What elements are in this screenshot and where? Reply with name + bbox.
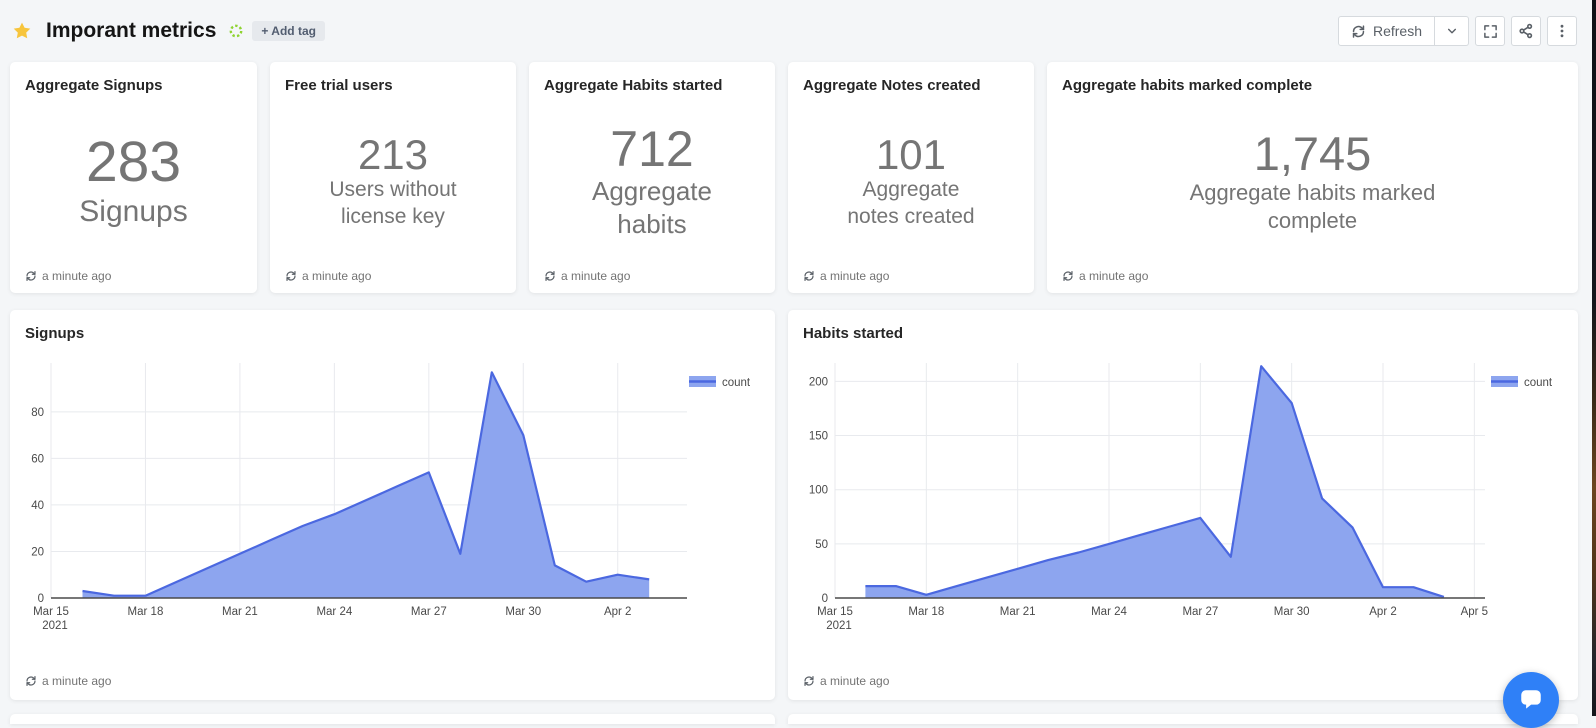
widget-refreshed-status: a minute ago <box>25 269 242 283</box>
svg-text:80: 80 <box>31 407 44 419</box>
chat-launcher-button[interactable] <box>1503 672 1559 728</box>
svg-text:60: 60 <box>31 453 44 465</box>
counter-card-aggregate-signups: Aggregate Signups 283 Signups a minute a… <box>10 62 257 293</box>
svg-text:Apr 2: Apr 2 <box>1369 606 1397 618</box>
counter-value: 1,745 <box>1253 127 1372 181</box>
svg-text:Apr 2: Apr 2 <box>604 606 632 618</box>
counter-card-free-trial-users: Free trial users 213 Users without licen… <box>270 62 516 293</box>
dashboard-header: Imporant metrics + Add tag Refresh <box>0 0 1596 62</box>
chat-bubble-icon <box>1518 687 1544 713</box>
widget-refreshed-status: a minute ago <box>803 674 1563 688</box>
svg-text:Mar 18: Mar 18 <box>908 606 944 618</box>
share-icon <box>1518 23 1534 39</box>
svg-text:40: 40 <box>31 500 44 512</box>
svg-text:Mar 27: Mar 27 <box>411 606 447 618</box>
widget-refreshed-status: a minute ago <box>803 269 1019 283</box>
counter-value: 283 <box>85 130 182 195</box>
signups-area-chart: 0 20 40 60 80 Mar 15 2021 Mar 18 Mar 21 Mar 24 Mar… <box>31 363 751 632</box>
svg-text:Mar 30: Mar 30 <box>1274 606 1310 618</box>
svg-text:Mar 27: Mar 27 <box>1182 606 1218 618</box>
widget-title: Aggregate habits marked complete <box>1062 77 1313 94</box>
refresh-icon <box>1351 24 1366 39</box>
counter-value: 712 <box>610 120 694 177</box>
counter-value: 101 <box>875 131 947 179</box>
counter-card-habits-marked-complete: Aggregate habits marked complete 1,745 A… <box>1047 62 1578 293</box>
widget-refreshed-status: a minute ago <box>285 269 501 283</box>
add-tag-button[interactable]: + Add tag <box>252 21 325 41</box>
svg-text:Mar 21: Mar 21 <box>1000 606 1036 618</box>
refreshed-time: a minute ago <box>42 269 112 283</box>
widget-title: Aggregate Notes created <box>803 77 981 94</box>
refresh-icon <box>1062 270 1074 282</box>
chevron-down-icon <box>1445 24 1459 38</box>
svg-text:Mar 24: Mar 24 <box>316 606 352 618</box>
counter-name: Aggregate habits <box>592 176 712 240</box>
chart-card-habits-started: Habits started 0 50 100 150 200 Mar 15 2021 Mar… <box>788 310 1578 700</box>
counter-name: Users without license key <box>329 178 457 229</box>
screen-edge-background <box>1592 0 1596 716</box>
refreshed-time: a minute ago <box>561 269 631 283</box>
svg-text:count: count <box>722 377 751 389</box>
widget-title: Free trial users <box>285 77 393 94</box>
refresh-icon <box>803 270 815 282</box>
widget-title: Habits started <box>803 325 904 342</box>
chart-card-signups: Signups 0 20 40 60 80 Mar 15 2021 Mar 18 Mar 21 M… <box>10 310 775 700</box>
fullscreen-button[interactable] <box>1475 16 1505 46</box>
svg-text:2021: 2021 <box>42 620 68 632</box>
svg-text:Mar 21: Mar 21 <box>222 606 258 618</box>
widget-title: Signups <box>25 325 85 342</box>
refreshed-time: a minute ago <box>1079 269 1149 283</box>
refreshed-time: a minute ago <box>820 269 890 283</box>
svg-text:Mar 30: Mar 30 <box>505 606 541 618</box>
svg-text:Mar 24: Mar 24 <box>1091 606 1127 618</box>
refresh-icon <box>803 675 815 687</box>
counter-name: Aggregate notes created <box>847 178 975 229</box>
svg-text:Apr 5: Apr 5 <box>1461 606 1489 618</box>
refresh-split-button: Refresh <box>1337 16 1469 46</box>
more-menu-button[interactable] <box>1547 16 1577 46</box>
widget-title: Aggregate Habits started <box>544 77 723 94</box>
svg-text:2021: 2021 <box>826 620 852 632</box>
refresh-spinner-icon <box>228 23 244 39</box>
kebab-menu-icon <box>1554 23 1570 39</box>
refresh-icon <box>25 675 37 687</box>
svg-text:20: 20 <box>31 546 44 558</box>
charts-row: Signups 0 20 40 60 80 Mar 15 2021 Mar 18 Mar 21 M… <box>10 310 1578 700</box>
widget-title: Aggregate Signups <box>25 77 163 94</box>
svg-text:Mar 18: Mar 18 <box>128 606 164 618</box>
svg-text:0: 0 <box>38 593 44 605</box>
share-button[interactable] <box>1511 16 1541 46</box>
refresh-button[interactable]: Refresh <box>1337 16 1435 46</box>
page-title: Imporant metrics <box>46 19 217 42</box>
widget-refreshed-status: a minute ago <box>544 269 760 283</box>
svg-text:100: 100 <box>809 485 828 497</box>
svg-text:Mar 15: Mar 15 <box>817 606 853 618</box>
counter-name: Aggregate habits marked complete <box>1189 179 1436 233</box>
svg-text:150: 150 <box>809 431 828 443</box>
svg-text:50: 50 <box>815 539 828 551</box>
counter-card-notes-created: Aggregate Notes created 101 Aggregate no… <box>788 62 1034 293</box>
widget-refreshed-status: a minute ago <box>1062 269 1563 283</box>
svg-text:count: count <box>1524 377 1553 389</box>
counter-card-habits-started: Aggregate Habits started 712 Aggregate h… <box>529 62 775 293</box>
refresh-icon <box>544 270 556 282</box>
refresh-icon <box>285 270 297 282</box>
counter-name: Signups <box>79 194 188 228</box>
svg-text:0: 0 <box>822 593 828 605</box>
svg-text:200: 200 <box>809 376 828 388</box>
refreshed-time: a minute ago <box>302 269 372 283</box>
widget-refreshed-status: a minute ago <box>25 674 760 688</box>
fullscreen-icon <box>1483 24 1498 39</box>
refresh-label: Refresh <box>1372 23 1422 39</box>
favorite-star-icon[interactable] <box>12 21 32 41</box>
habits-started-area-chart: 0 50 100 150 200 Mar 15 2021 Mar 18 Mar 21 Mar 24… <box>809 363 1553 632</box>
refresh-icon <box>25 270 37 282</box>
svg-text:Mar 15: Mar 15 <box>33 606 69 618</box>
counters-row: Aggregate Signups 283 Signups a minute a… <box>10 62 1578 293</box>
counter-value: 213 <box>357 131 429 179</box>
refreshed-time: a minute ago <box>820 674 890 688</box>
refreshed-time: a minute ago <box>42 674 112 688</box>
refresh-dropdown-button[interactable] <box>1435 16 1469 46</box>
